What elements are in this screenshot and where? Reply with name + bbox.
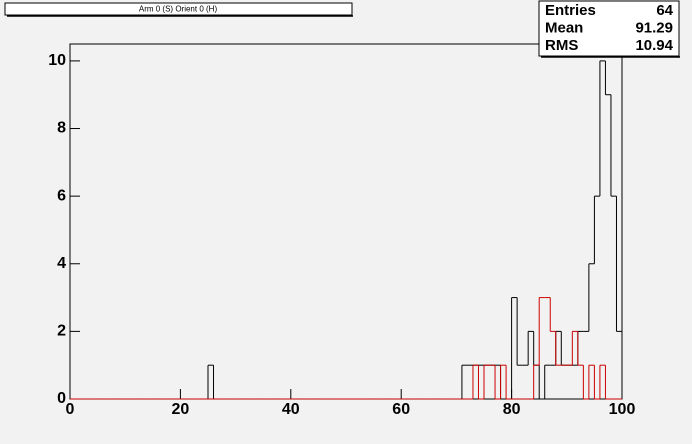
stats-box — [538, 0, 680, 57]
stats-label: Mean — [545, 19, 583, 36]
x-tick-label: 40 — [282, 401, 300, 418]
x-tick-label: 100 — [609, 401, 636, 418]
stats-value: 10.94 — [635, 37, 673, 54]
title-box — [4, 2, 353, 16]
x-tick-label: 20 — [172, 401, 190, 418]
x-tick-label: 0 — [66, 401, 75, 418]
chart-title: Arm 0 (S) Orient 0 (H) — [139, 5, 218, 14]
stats-value: 64 — [656, 2, 673, 19]
y-tick-label: 6 — [57, 187, 66, 204]
y-tick-label: 8 — [57, 120, 66, 137]
x-tick-label: 80 — [503, 401, 521, 418]
y-tick-label: 2 — [57, 323, 66, 340]
stats-label: RMS — [545, 37, 578, 54]
x-tick-label: 60 — [392, 401, 410, 418]
stats-value: 91.29 — [635, 19, 673, 36]
y-tick-label: 4 — [57, 255, 66, 272]
y-tick-label: 0 — [57, 390, 66, 407]
y-tick-label: 10 — [48, 52, 66, 69]
stats-label: Entries — [545, 2, 596, 19]
